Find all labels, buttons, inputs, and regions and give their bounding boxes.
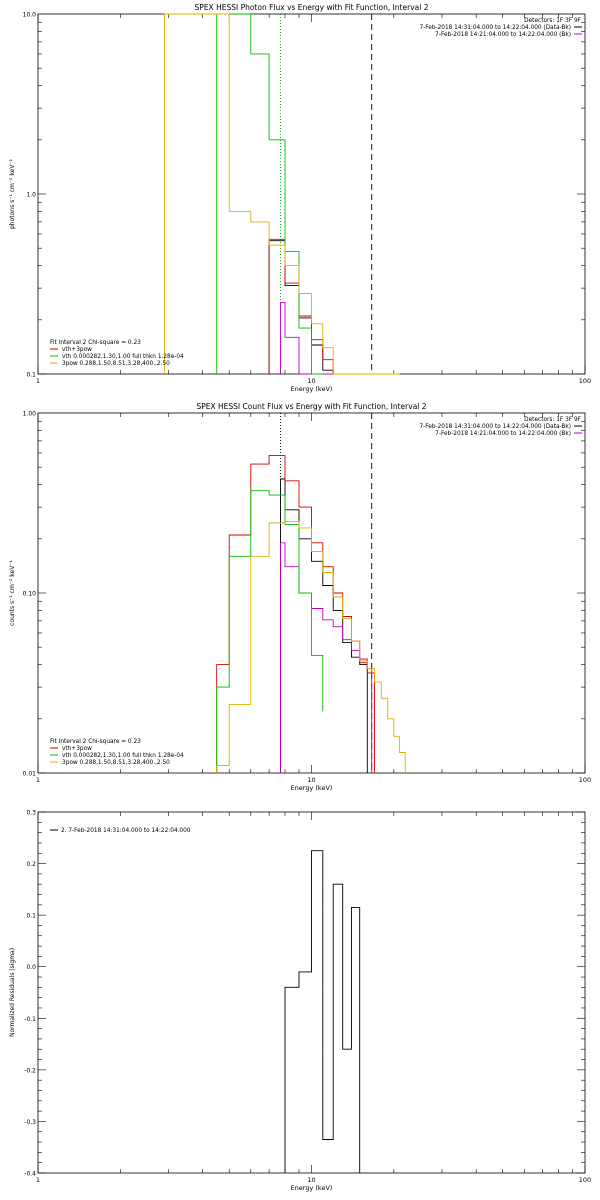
legend-header: Fit Interval 2 Chi-square = 0.23 bbox=[50, 739, 141, 745]
y-tick-label: -0.2 bbox=[24, 1067, 36, 1074]
x-tick-label: 1 bbox=[36, 776, 40, 784]
x-tick-label: 100 bbox=[579, 1176, 591, 1184]
legend-header: Detectors: 1F 3F 9F bbox=[524, 417, 581, 423]
y-tick-label: 0.2 bbox=[26, 861, 36, 868]
legend-entry: vth+3pow bbox=[62, 746, 92, 752]
legend-entry: 3pow 0.288,1.50,8.51,3.28,400.,2.50 bbox=[62, 760, 170, 766]
y-tick-label: -0.4 bbox=[24, 1171, 36, 1178]
legend-entry: vth 0.000282,1.30,1.00 full thkn 1.28e-0… bbox=[62, 753, 184, 759]
legend-entry: 7-Feb-2018 14:31:04.000 to 14:22:04.000 … bbox=[419, 424, 571, 430]
series-histogram-2 bbox=[280, 542, 373, 773]
legend-header: Fit Interval 2 Chi-square = 0.23 bbox=[50, 340, 141, 346]
y-tick-label: 0.3 bbox=[26, 810, 36, 817]
series-histogram-0 bbox=[280, 478, 368, 773]
series-histogram-1 bbox=[216, 455, 375, 773]
y-axis-label: photons s⁻¹ cm⁻² keV⁻¹ bbox=[9, 158, 16, 229]
legend-entry: vth 0.000282,1.30,1.00 full thkn 1.28e-0… bbox=[62, 354, 184, 360]
series-histogram-0 bbox=[284, 850, 361, 1173]
y-tick-label: -0.3 bbox=[24, 1119, 36, 1126]
x-tick-label: 10 bbox=[307, 1176, 315, 1184]
legend-entry: 3pow 0.288,1.50,8.51,3.28,400.,2.50 bbox=[62, 361, 170, 367]
y-tick-label: 1.0 bbox=[26, 192, 36, 199]
legend-header: Detectors: 1F 3F 9F bbox=[524, 18, 581, 24]
chart-title: SPEX HESSI Count Flux vs Energy with Fit… bbox=[196, 402, 426, 411]
series-histogram-3 bbox=[216, 13, 323, 375]
y-tick-label: 0.1 bbox=[26, 913, 36, 920]
legend-entry: 7-Feb-2018 14:31:04.000 to 14:22:04.000 … bbox=[419, 25, 571, 31]
y-tick-label: 0.10 bbox=[23, 591, 37, 598]
x-tick-label: 10 bbox=[307, 377, 315, 385]
y-tick-label: 0.01 bbox=[23, 771, 37, 778]
x-axis-label: Energy (keV) bbox=[291, 1184, 333, 1192]
x-tick-label: 100 bbox=[579, 377, 591, 385]
x-tick-label: 100 bbox=[579, 776, 591, 784]
series-histogram-2 bbox=[280, 301, 368, 375]
x-tick-label: 1 bbox=[36, 377, 40, 385]
y-axis-label: Normalized Residuals (sigma) bbox=[9, 948, 16, 1037]
series-histogram-0 bbox=[268, 240, 368, 375]
series-histogram-4 bbox=[216, 520, 406, 773]
x-tick-label: 10 bbox=[307, 776, 315, 784]
y-tick-label: 1.00 bbox=[23, 411, 37, 418]
x-tick-label: 1 bbox=[36, 1176, 40, 1184]
legend-entry: vth+3pow bbox=[62, 347, 92, 353]
legend-entry: 7-Feb-2018 14:21:04.000 to 14:22:04.000 … bbox=[435, 32, 571, 38]
x-axis-label: Energy (keV) bbox=[291, 385, 333, 393]
y-axis-label: counts s⁻¹ cm⁻² keV⁻¹ bbox=[9, 560, 16, 626]
y-tick-label: 0.1 bbox=[26, 372, 36, 379]
legend-entry: 7-Feb-2018 14:21:04.000 to 14:22:04.000 … bbox=[435, 431, 571, 437]
y-tick-label: -0.1 bbox=[24, 1016, 36, 1023]
series-histogram-4 bbox=[164, 13, 400, 375]
y-tick-label: 0.0 bbox=[26, 964, 36, 971]
legend-entry: 2. 7-Feb-2018 14:31:04.000 to 14:22:04.0… bbox=[61, 828, 191, 834]
chart-title: SPEX HESSI Photon Flux vs Energy with Fi… bbox=[195, 3, 429, 12]
x-axis-label: Energy (keV) bbox=[291, 784, 333, 792]
y-tick-label: 10.0 bbox=[23, 12, 37, 19]
series-histogram-3 bbox=[216, 490, 324, 773]
